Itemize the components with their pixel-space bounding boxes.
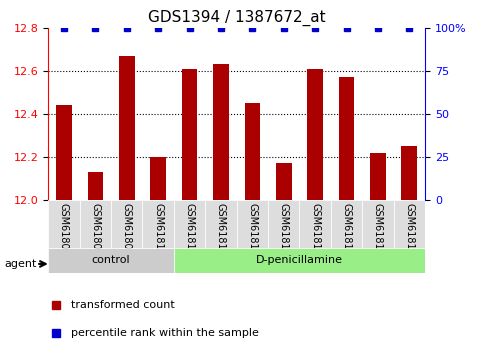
- Bar: [244, 103, 260, 200]
- FancyBboxPatch shape: [174, 248, 425, 273]
- Text: GSM61808: GSM61808: [90, 203, 100, 255]
- FancyBboxPatch shape: [299, 200, 331, 248]
- Title: GDS1394 / 1387672_at: GDS1394 / 1387672_at: [148, 10, 326, 26]
- FancyBboxPatch shape: [48, 200, 80, 248]
- Bar: [370, 152, 386, 200]
- Bar: [339, 77, 355, 200]
- Text: transformed count: transformed count: [71, 300, 175, 309]
- Bar: [213, 64, 229, 200]
- Bar: [307, 69, 323, 200]
- FancyBboxPatch shape: [362, 200, 394, 248]
- Bar: [276, 164, 292, 200]
- Text: control: control: [92, 256, 130, 265]
- Text: GSM61815: GSM61815: [310, 203, 320, 255]
- Text: GSM61812: GSM61812: [216, 203, 226, 255]
- Bar: [182, 69, 198, 200]
- Text: GSM61817: GSM61817: [373, 203, 383, 255]
- Text: agent: agent: [5, 259, 37, 269]
- FancyBboxPatch shape: [268, 200, 299, 248]
- Text: GSM61813: GSM61813: [247, 203, 257, 255]
- FancyBboxPatch shape: [48, 248, 174, 273]
- Text: GSM61816: GSM61816: [341, 203, 352, 255]
- Text: GSM61807: GSM61807: [59, 203, 69, 255]
- FancyBboxPatch shape: [205, 200, 237, 248]
- FancyBboxPatch shape: [111, 200, 142, 248]
- Text: percentile rank within the sample: percentile rank within the sample: [71, 328, 259, 337]
- FancyBboxPatch shape: [80, 200, 111, 248]
- Bar: [150, 157, 166, 200]
- FancyBboxPatch shape: [394, 200, 425, 248]
- Text: GSM61814: GSM61814: [279, 203, 289, 255]
- Bar: [87, 172, 103, 200]
- Text: GSM61818: GSM61818: [404, 203, 414, 255]
- FancyBboxPatch shape: [174, 200, 205, 248]
- Text: GSM61809: GSM61809: [122, 203, 132, 255]
- Bar: [56, 105, 72, 200]
- Text: GSM61811: GSM61811: [185, 203, 195, 255]
- Bar: [401, 146, 417, 200]
- FancyBboxPatch shape: [142, 200, 174, 248]
- Bar: [119, 56, 135, 200]
- Text: D-penicillamine: D-penicillamine: [256, 256, 343, 265]
- FancyBboxPatch shape: [331, 200, 362, 248]
- Text: GSM61810: GSM61810: [153, 203, 163, 255]
- FancyBboxPatch shape: [237, 200, 268, 248]
